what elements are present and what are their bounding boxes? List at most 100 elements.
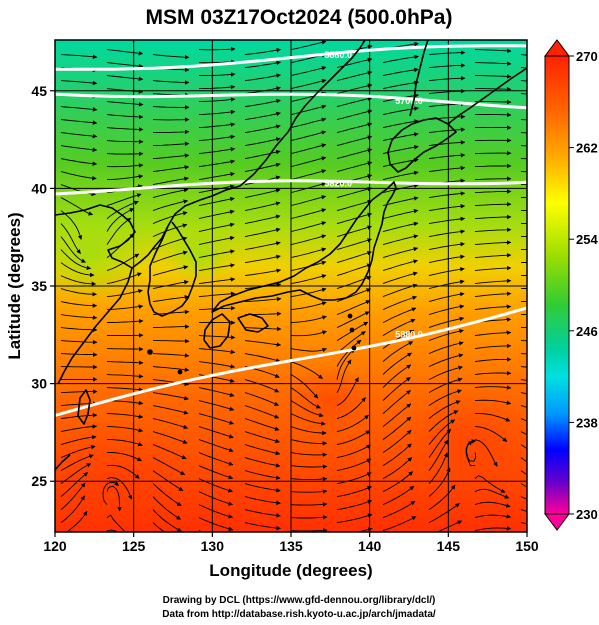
streamline bbox=[474, 426, 508, 442]
streamline bbox=[106, 318, 144, 324]
streamline bbox=[382, 416, 412, 440]
streamline bbox=[244, 405, 280, 419]
streamline bbox=[382, 234, 419, 246]
streamline bbox=[474, 399, 512, 405]
streamline bbox=[60, 223, 81, 254]
colorbar-tick-label: 230 bbox=[576, 507, 598, 522]
streamline bbox=[290, 489, 328, 494]
streamline bbox=[382, 196, 419, 207]
streamline bbox=[60, 424, 98, 433]
streamline bbox=[152, 223, 188, 238]
streamline bbox=[60, 472, 89, 497]
streamline bbox=[244, 98, 281, 108]
height-contours: 5880.0 5700.0 5820.0 5880.0 bbox=[55, 44, 527, 417]
streamline bbox=[198, 235, 235, 246]
streamline bbox=[336, 300, 371, 316]
streamline bbox=[382, 341, 414, 362]
streamline bbox=[244, 149, 281, 160]
streamline bbox=[474, 304, 512, 311]
streamline bbox=[290, 208, 327, 220]
streamline bbox=[244, 47, 282, 56]
streamline bbox=[152, 80, 190, 85]
streamline bbox=[336, 83, 373, 95]
streamline bbox=[106, 75, 144, 82]
streamline bbox=[199, 84, 236, 90]
streamline bbox=[474, 278, 512, 285]
streamline bbox=[244, 201, 281, 212]
streamline bbox=[290, 65, 327, 77]
streamline bbox=[244, 73, 281, 82]
streamline bbox=[428, 316, 465, 329]
streamline bbox=[244, 296, 282, 303]
streamline bbox=[244, 268, 282, 277]
streamline bbox=[152, 211, 188, 225]
streamline bbox=[428, 341, 464, 355]
streamline bbox=[465, 439, 477, 467]
streamline bbox=[336, 486, 372, 498]
streamline bbox=[152, 165, 190, 173]
streamline bbox=[198, 196, 235, 207]
streamline bbox=[475, 74, 512, 79]
streamline bbox=[198, 109, 236, 116]
streamline bbox=[382, 443, 412, 466]
streamline bbox=[152, 265, 189, 277]
streamline bbox=[336, 288, 372, 303]
streamline bbox=[382, 209, 419, 220]
streamline bbox=[474, 61, 512, 66]
streamline bbox=[474, 265, 512, 272]
colorbar-tick-label: 270 bbox=[576, 49, 598, 64]
streamline bbox=[244, 254, 281, 264]
streamline bbox=[60, 482, 86, 510]
height-contour-line bbox=[55, 179, 527, 196]
streamline bbox=[106, 464, 140, 479]
streamline bbox=[290, 143, 327, 155]
streamline bbox=[336, 513, 373, 524]
height-contour-label: 5820.0 bbox=[324, 178, 352, 188]
streamline bbox=[520, 444, 527, 450]
streamline bbox=[382, 221, 419, 233]
streamline bbox=[244, 496, 281, 505]
streamline bbox=[290, 301, 327, 311]
x-tick-label: 130 bbox=[201, 538, 225, 554]
streamline bbox=[60, 301, 98, 308]
streamline bbox=[198, 361, 236, 369]
streamline bbox=[290, 104, 327, 116]
streamline bbox=[336, 122, 373, 134]
streamline bbox=[60, 106, 98, 112]
streamline bbox=[382, 295, 417, 311]
height-contour-line bbox=[55, 44, 527, 71]
streamline bbox=[382, 132, 419, 142]
streamline bbox=[106, 387, 144, 392]
streamline bbox=[244, 522, 281, 531]
streamline bbox=[244, 418, 280, 431]
streamline bbox=[106, 272, 142, 285]
streamline bbox=[474, 201, 512, 207]
streamline bbox=[336, 212, 373, 225]
streamline bbox=[474, 501, 511, 508]
streamline bbox=[290, 195, 327, 207]
streamline bbox=[60, 495, 85, 523]
streamline bbox=[107, 439, 143, 447]
height-contour-line bbox=[55, 92, 527, 110]
streamline bbox=[428, 439, 449, 471]
streamline bbox=[428, 216, 466, 225]
streamline bbox=[474, 214, 512, 220]
streamline bbox=[106, 400, 144, 406]
streamline bbox=[290, 117, 327, 129]
streamline bbox=[382, 457, 413, 479]
streamline bbox=[336, 430, 371, 446]
streamline bbox=[152, 444, 187, 460]
streamline bbox=[382, 80, 419, 90]
streamline bbox=[152, 418, 189, 430]
streamline bbox=[198, 491, 233, 506]
colorbar-tick-label: 254 bbox=[576, 232, 598, 247]
streamline bbox=[244, 124, 281, 134]
streamline bbox=[106, 304, 144, 311]
streamline bbox=[198, 147, 236, 155]
streamline bbox=[244, 444, 281, 456]
streamline bbox=[290, 274, 327, 285]
y-axis-label: Latitude (degrees) bbox=[5, 212, 24, 359]
streamline bbox=[382, 318, 416, 336]
gridlines bbox=[55, 40, 527, 532]
streamline bbox=[198, 171, 235, 181]
